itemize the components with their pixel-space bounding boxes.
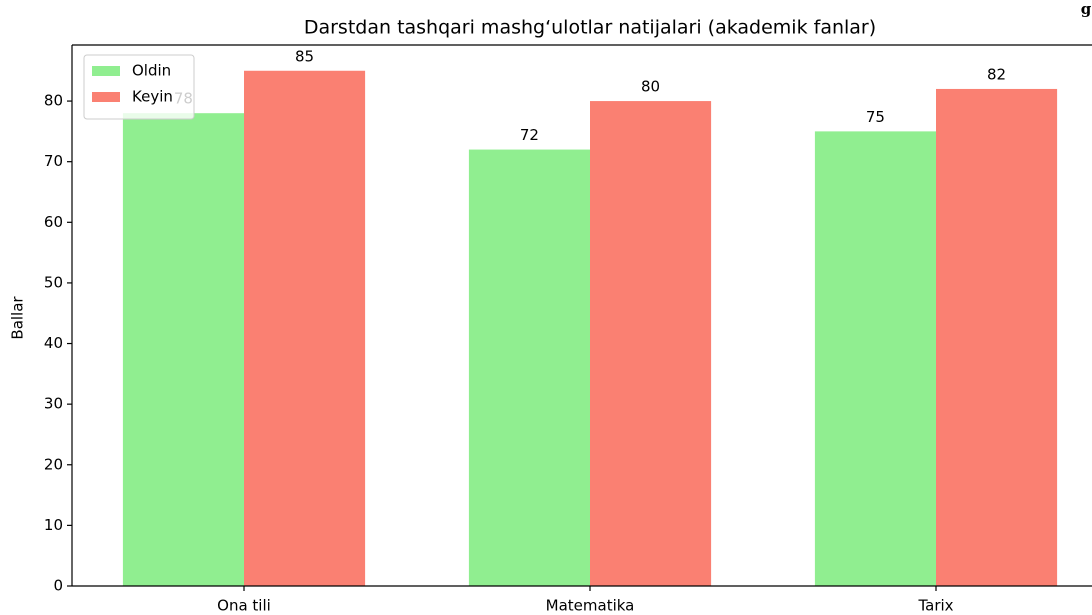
y-axis-label: Ballar	[9, 296, 27, 340]
x-tick-label: Tarix	[917, 597, 953, 615]
y-tick-label: 10	[44, 516, 63, 534]
x-tick-label: Ona tili	[217, 597, 271, 615]
bar-value-label: 75	[866, 108, 885, 126]
legend-label: Keyin	[132, 88, 173, 106]
bar	[814, 131, 936, 586]
y-tick-label: 50	[44, 273, 63, 291]
legend-swatch	[92, 92, 120, 102]
legend-label: Oldin	[132, 62, 171, 80]
y-tick-label: 80	[44, 92, 63, 110]
y-tick-label: 70	[44, 152, 63, 170]
bar-value-label: 72	[520, 126, 539, 144]
bar-value-label: 85	[295, 47, 314, 65]
bar	[122, 113, 244, 587]
legend: Oldin Keyin	[83, 54, 195, 120]
y-tick-label: 40	[44, 334, 63, 352]
chart-title: Darstdan tashqari mashg‘ulotlar natijala…	[304, 17, 876, 39]
bar	[590, 101, 712, 586]
corner-text: g	[1081, 0, 1092, 18]
y-tick-label: 30	[44, 395, 63, 413]
bar-value-label: 82	[987, 65, 1006, 83]
bar	[468, 149, 590, 586]
bar-value-label: 80	[641, 78, 660, 96]
y-tick-label: 60	[44, 213, 63, 231]
x-tick-label: Matematika	[546, 597, 635, 615]
bar	[244, 70, 366, 586]
bar	[936, 88, 1058, 586]
y-tick-label: 0	[53, 577, 63, 595]
y-tick-label: 20	[44, 455, 63, 473]
legend-swatch	[92, 66, 120, 76]
